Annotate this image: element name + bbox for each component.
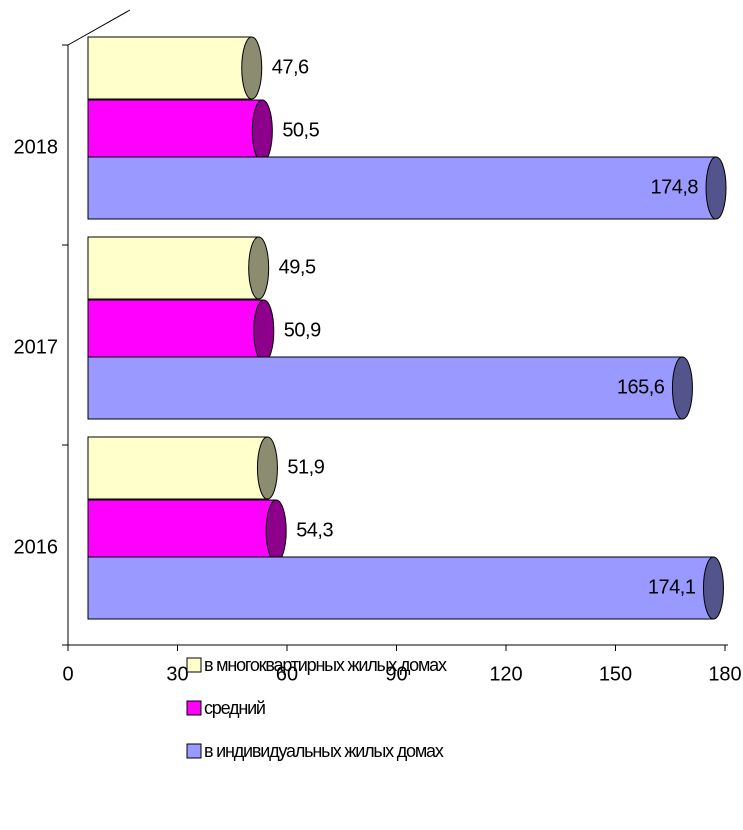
legend-swatch	[186, 700, 202, 716]
bar-cap	[251, 99, 273, 163]
x-tick-label: 150	[599, 663, 632, 685]
x-tick-label: 180	[708, 663, 741, 685]
bar-body	[87, 356, 683, 420]
value-label: 51,9	[287, 456, 324, 478]
bar	[87, 99, 273, 163]
x-tick-label: 60	[276, 663, 298, 685]
legend-label: средний	[204, 698, 265, 718]
value-label: 50,5	[282, 119, 319, 141]
value-label: 50,9	[284, 319, 321, 341]
bar	[87, 156, 727, 220]
value-label: 47,6	[272, 56, 309, 78]
value-label: 174,8	[650, 176, 698, 198]
x-tick-label: 120	[489, 663, 522, 685]
bar-body	[87, 299, 265, 363]
legend-swatch	[186, 657, 202, 673]
legend-label: в многоквартирных жилых домах	[204, 655, 447, 675]
depth-line	[67, 9, 131, 46]
x-tick-label: 30	[166, 663, 188, 685]
bar-cap	[248, 236, 270, 300]
bar-cap	[705, 156, 727, 220]
y-tick-label: 2016	[14, 536, 59, 558]
x-tick-label: 0	[62, 663, 73, 685]
bar	[87, 436, 278, 500]
bar	[87, 299, 275, 363]
bar-cap	[671, 356, 693, 420]
bar-cap	[253, 299, 275, 363]
value-label: 49,5	[279, 256, 316, 278]
bar-body	[87, 236, 260, 300]
value-label: 174,1	[648, 576, 696, 598]
bar-body	[87, 99, 263, 163]
y-tick-label: 2017	[14, 336, 59, 358]
bar	[87, 236, 270, 300]
bar-cap	[241, 36, 263, 100]
bar-cap	[265, 499, 287, 563]
value-label: 165,6	[617, 376, 665, 398]
bar-body	[87, 556, 714, 620]
bar-cap	[256, 436, 278, 500]
bar-body	[87, 156, 717, 220]
bar-body	[87, 436, 268, 500]
bar-body	[87, 499, 277, 563]
bar	[87, 36, 263, 100]
bar-cap	[702, 556, 724, 620]
x-tick-label: 90	[385, 663, 407, 685]
legend-label: в индивидуальных жилых домах	[204, 741, 444, 761]
legend-swatch	[186, 743, 202, 759]
bar	[87, 499, 287, 563]
bar-body	[87, 36, 253, 100]
value-label: 54,3	[296, 519, 333, 541]
bar	[87, 556, 724, 620]
y-tick-label: 2018	[14, 136, 59, 158]
bar	[87, 356, 693, 420]
